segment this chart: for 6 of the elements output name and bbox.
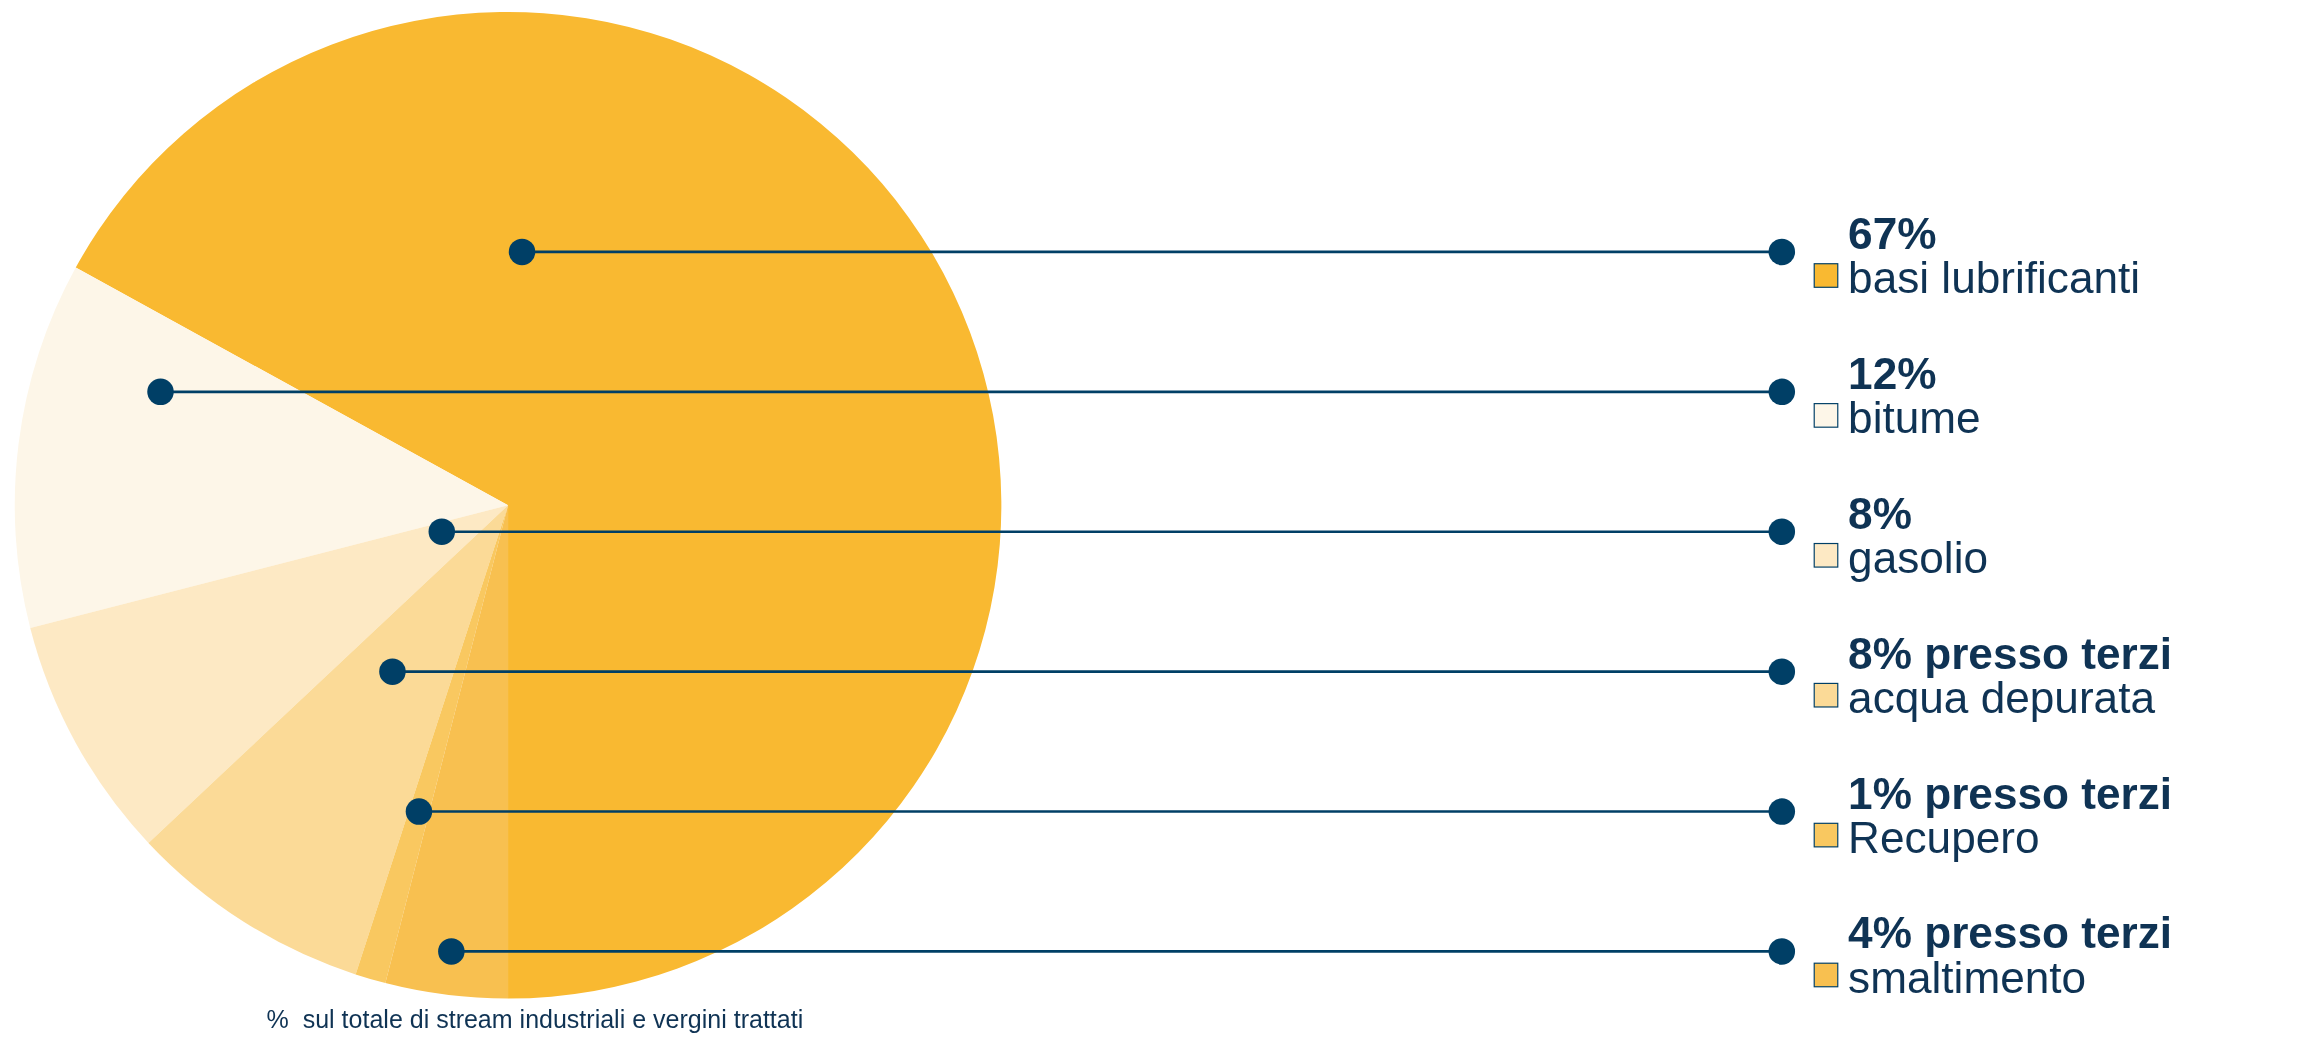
pie-slice — [385, 505, 509, 999]
text: % sul totale di stream industriali e vergini trattati — [266, 1004, 804, 1033]
pie-slice — [30, 505, 509, 843]
pie-slice — [75, 12, 1001, 999]
pie-slice — [14, 267, 509, 628]
pie-slice — [148, 505, 509, 975]
